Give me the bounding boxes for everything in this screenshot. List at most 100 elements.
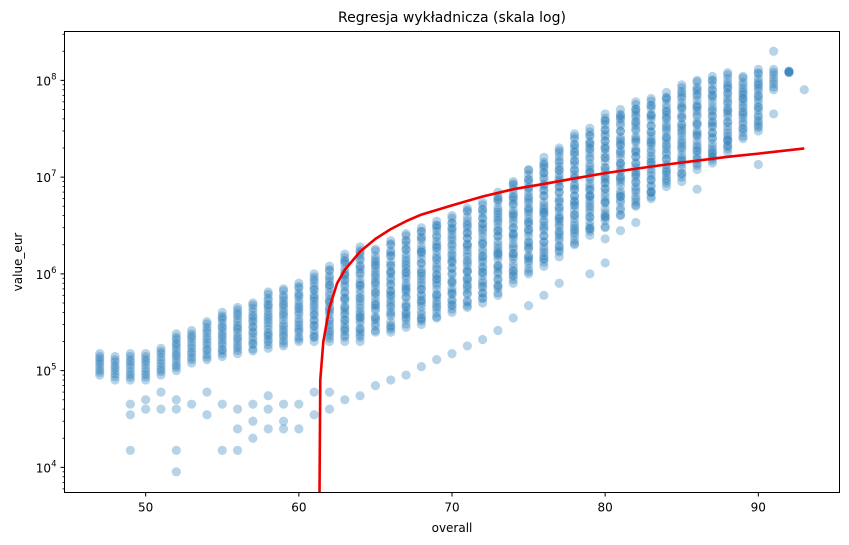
scatter-point xyxy=(508,242,518,252)
scatter-point xyxy=(263,293,273,303)
scatter-point xyxy=(232,328,243,338)
scatter-point xyxy=(723,70,733,80)
scatter-point xyxy=(416,258,426,268)
scatter-point xyxy=(125,372,135,382)
scatter-point xyxy=(447,263,457,273)
scatter-point xyxy=(416,362,426,372)
scatter-point xyxy=(95,367,105,377)
scatter-point xyxy=(447,245,457,255)
scatter-point xyxy=(248,332,258,342)
scatter-point xyxy=(753,94,763,104)
scatter-point xyxy=(646,157,656,167)
scatter-point xyxy=(370,297,381,307)
scatter-point xyxy=(646,192,656,202)
scatter-point xyxy=(600,153,610,163)
scatter-point xyxy=(615,109,626,119)
scatter-point xyxy=(493,246,503,256)
scatter-point xyxy=(723,141,733,151)
scatter-point xyxy=(401,281,411,291)
scatter-point xyxy=(340,274,350,285)
scatter-point xyxy=(692,109,702,119)
y-tick-label: 105 xyxy=(36,363,57,379)
scatter-point xyxy=(432,251,442,261)
scatter-point xyxy=(447,233,457,243)
scatter-point xyxy=(401,285,411,295)
scatter-point xyxy=(478,271,488,281)
scatter-point xyxy=(615,195,626,205)
scatter-point xyxy=(661,181,672,192)
scatter-point xyxy=(432,302,442,312)
scatter-point xyxy=(416,302,426,312)
scatter-point xyxy=(355,264,365,274)
scatter-point xyxy=(263,330,273,340)
scatter-point xyxy=(447,307,457,317)
y-tick-label: 107 xyxy=(36,169,57,185)
scatter-point xyxy=(493,226,503,236)
scatter-point xyxy=(187,334,197,344)
scatter-point xyxy=(600,148,610,159)
scatter-point xyxy=(554,221,564,232)
scatter-point xyxy=(355,327,365,337)
scatter-point xyxy=(309,269,319,279)
scatter-point xyxy=(615,111,626,121)
scatter-point xyxy=(646,187,656,197)
scatter-point xyxy=(585,159,595,169)
scatter-point xyxy=(171,349,181,359)
scatter-point xyxy=(263,301,273,311)
scatter-point xyxy=(432,280,442,290)
scatter-point xyxy=(324,387,335,397)
scatter-point xyxy=(692,111,702,122)
scatter-point xyxy=(355,269,365,280)
scatter-point xyxy=(355,293,365,304)
scatter-point xyxy=(615,189,626,199)
scatter-point xyxy=(539,157,549,167)
scatter-point xyxy=(340,319,350,329)
scatter-point xyxy=(554,252,564,262)
scatter-point xyxy=(661,113,672,123)
scatter-point xyxy=(340,305,350,315)
scatter-point xyxy=(232,342,243,353)
scatter-point xyxy=(738,108,748,118)
scatter-point xyxy=(294,299,304,309)
scatter-point xyxy=(401,309,411,319)
scatter-point xyxy=(416,284,426,294)
scatter-point xyxy=(723,88,733,98)
scatter-point xyxy=(569,221,580,231)
scatter-point xyxy=(600,129,610,139)
scatter-point xyxy=(600,119,610,130)
scatter-point xyxy=(125,348,135,359)
scatter-point xyxy=(569,225,580,236)
scatter-point xyxy=(370,278,381,288)
scatter-point xyxy=(508,208,518,218)
scatter-point xyxy=(248,310,258,320)
scatter-point xyxy=(508,270,518,280)
scatter-point xyxy=(493,254,503,264)
scatter-point xyxy=(554,161,564,171)
scatter-point xyxy=(386,267,396,277)
scatter-point xyxy=(769,82,779,92)
scatter-point xyxy=(554,233,564,243)
scatter-point xyxy=(585,195,595,206)
scatter-point xyxy=(217,335,227,345)
scatter-point xyxy=(677,128,687,138)
scatter-point xyxy=(692,140,702,150)
scatter-point xyxy=(661,132,672,142)
scatter-point xyxy=(340,395,350,405)
scatter-point xyxy=(447,223,457,233)
scatter-point xyxy=(447,296,457,306)
scatter-point xyxy=(386,317,396,327)
scatter-point xyxy=(539,186,549,196)
scatter-point xyxy=(294,336,304,347)
scatter-point xyxy=(478,298,488,308)
scatter-point xyxy=(125,363,135,373)
scatter-point xyxy=(600,216,610,226)
scatter-point xyxy=(539,215,549,225)
scatter-point xyxy=(600,116,610,126)
scatter-point xyxy=(661,144,672,154)
scatter-point xyxy=(707,76,717,86)
scatter-point xyxy=(493,213,503,223)
scatter-point xyxy=(707,91,717,101)
scatter-point xyxy=(432,264,442,275)
scatter-point xyxy=(738,97,748,107)
scatter-point xyxy=(187,329,197,339)
